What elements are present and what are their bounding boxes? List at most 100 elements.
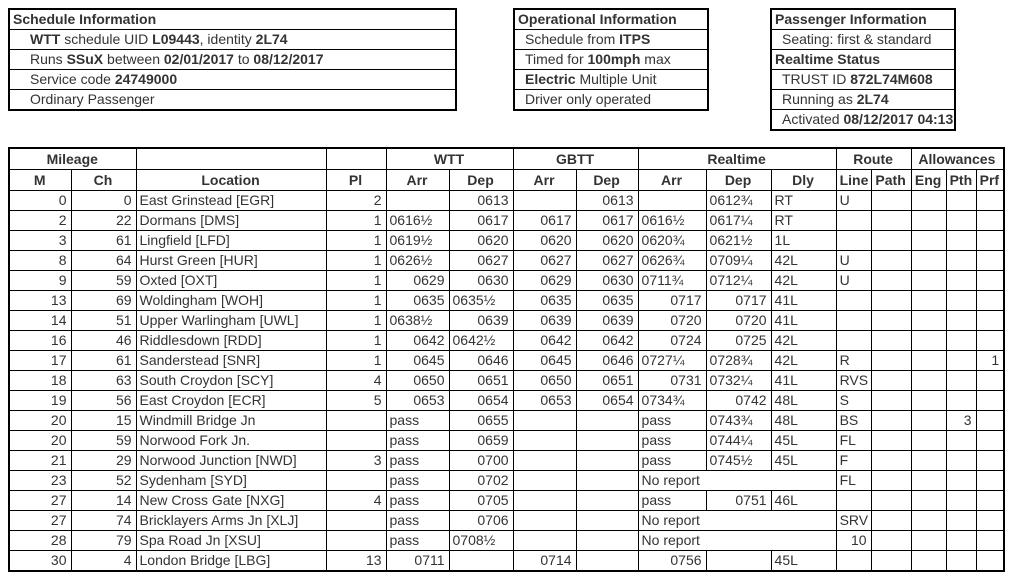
cell-realtime-note: No report <box>637 530 837 551</box>
cell-rt_arr: 0734¾ <box>637 390 707 411</box>
cell-rt_arr <box>637 190 707 211</box>
colgroup-realtime: Realtime <box>637 147 837 170</box>
schedule-information-row: Runs SSuX between 02/01/2017 to 08/12/20… <box>8 49 457 70</box>
cell-wtt_dep: 0705 <box>448 490 514 511</box>
timetable-row: 2 22 Dormans [DMS] 1 0616½ 0617 0617 0617 0616½ 0… <box>8 210 1005 231</box>
cell-pth <box>945 310 977 331</box>
colhead-location: Location <box>135 169 327 191</box>
text-segment: L09443 <box>152 31 200 47</box>
cell-location: Sydenham [SYD] <box>135 470 327 491</box>
cell-wtt_arr: pass <box>385 410 450 431</box>
cell-gbtt_dep: 0617 <box>575 210 639 231</box>
cell-line <box>835 210 872 231</box>
cell-line: F <box>835 450 872 471</box>
cell-wtt_dep: 0617 <box>448 210 514 231</box>
cell-dly: 41L <box>770 370 837 391</box>
cell-eng <box>910 290 947 311</box>
timetable-row: 14 51 Upper Warlingham [UWL] 1 0638½ 0639 0639… <box>8 310 1005 331</box>
text-segment: Runs <box>30 51 67 67</box>
cell-gbtt_arr <box>512 470 577 491</box>
cell-wtt_dep: 0706 <box>448 510 514 531</box>
passenger-information-title: Realtime Status <box>770 49 956 70</box>
cell-m: 23 <box>8 470 72 491</box>
colhead-eng: Eng <box>910 169 947 191</box>
cell-eng <box>910 510 947 531</box>
cell-pl <box>325 410 387 431</box>
cell-rt_dep: 0709¼ <box>705 250 772 271</box>
cell-rt_dep: 0612¾ <box>705 190 772 211</box>
cell-ch: 59 <box>70 430 137 451</box>
cell-ch: 61 <box>70 230 137 251</box>
operational-information-row: Operational Information <box>513 8 709 30</box>
colhead-prf: Prf <box>975 169 1005 191</box>
cell-pl: 1 <box>325 310 387 331</box>
cell-gbtt_arr <box>512 430 577 451</box>
cell-gbtt_dep: 0646 <box>575 350 639 371</box>
cell-path <box>870 470 912 491</box>
cell-pl: 1 <box>325 330 387 351</box>
text-segment: Ordinary Passenger <box>30 91 155 107</box>
cell-eng <box>910 210 947 231</box>
cell-pl: 1 <box>325 270 387 291</box>
cell-pl: 1 <box>325 210 387 231</box>
timetable-row: 16 46 Riddlesdown [RDD] 1 0642 0642½ 0642 0642 0… <box>8 330 1005 351</box>
cell-line <box>835 330 872 351</box>
cell-ch: 61 <box>70 350 137 371</box>
cell-gbtt_arr: 0617 <box>512 210 577 231</box>
cell-path <box>870 330 912 351</box>
cell-gbtt_arr <box>512 530 577 551</box>
cell-eng <box>910 410 947 431</box>
text-segment: schedule UID <box>60 31 153 47</box>
cell-line: U <box>835 250 872 271</box>
cell-m: 27 <box>8 490 72 511</box>
cell-location: Dormans [DMS] <box>135 210 327 231</box>
cell-pl: 5 <box>325 390 387 411</box>
cell-wtt_arr: 0616½ <box>385 210 450 231</box>
cell-gbtt_arr <box>512 190 577 211</box>
cell-line <box>835 230 872 251</box>
text-segment: Passenger Information <box>775 11 927 27</box>
cell-prf <box>975 330 1005 351</box>
cell-pl: 2 <box>325 190 387 211</box>
cell-wtt_dep: 0630 <box>448 270 514 291</box>
cell-rt_dep: 0720 <box>705 310 772 331</box>
cell-location: Hurst Green [HUR] <box>135 250 327 271</box>
cell-wtt_arr: 0638½ <box>385 310 450 331</box>
cell-gbtt_arr: 0635 <box>512 290 577 311</box>
cell-eng <box>910 490 947 511</box>
cell-rt_dep: 0732¼ <box>705 370 772 391</box>
cell-gbtt_dep: 0651 <box>575 370 639 391</box>
cell-gbtt_dep: 0627 <box>575 250 639 271</box>
cell-gbtt_dep <box>575 530 639 551</box>
colgroup-blank <box>135 147 327 170</box>
cell-wtt_dep: 0646 <box>448 350 514 371</box>
cell-dly: 42L <box>770 250 837 271</box>
cell-m: 14 <box>8 310 72 331</box>
schedule-information-box: Schedule Information WTT schedule UID L09… <box>8 8 457 111</box>
cell-pth <box>945 230 977 251</box>
cell-eng <box>910 250 947 271</box>
cell-m: 0 <box>8 190 72 211</box>
cell-wtt_dep: 0639 <box>448 310 514 331</box>
text-segment: Timed for <box>525 51 588 67</box>
colhead-rt_arr: Arr <box>637 169 707 191</box>
cell-wtt_arr: pass <box>385 450 450 471</box>
colgroup-allowances: Allowances <box>910 147 1005 170</box>
column-header-row: M Ch Location Pl Arr Dep Arr Dep Arr Dep Dly Line Pa… <box>8 169 1005 191</box>
cell-wtt_arr: 0650 <box>385 370 450 391</box>
cell-rt_arr: 0720 <box>637 310 707 331</box>
cell-location: Bricklayers Arms Jn [XLJ] <box>135 510 327 531</box>
cell-wtt_dep: 0655 <box>448 410 514 431</box>
cell-ch: 46 <box>70 330 137 351</box>
cell-gbtt_dep: 0642 <box>575 330 639 351</box>
cell-ch: 14 <box>70 490 137 511</box>
cell-ch: 52 <box>70 470 137 491</box>
operational-information-row: Driver only operated <box>513 89 709 111</box>
cell-line: S <box>835 390 872 411</box>
passenger-information-row: Realtime Status <box>770 49 956 70</box>
cell-prf: 1 <box>975 350 1005 371</box>
cell-pth <box>945 350 977 371</box>
cell-rt_arr: 0724 <box>637 330 707 351</box>
colhead-gbtt_arr: Arr <box>512 169 577 191</box>
cell-eng <box>910 190 947 211</box>
